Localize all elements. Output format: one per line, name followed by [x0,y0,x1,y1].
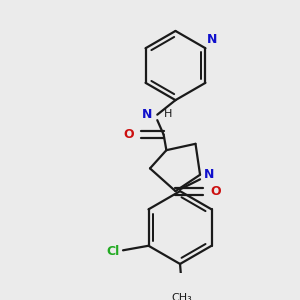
Text: N: N [207,33,218,46]
Text: O: O [210,184,221,198]
Text: N: N [142,108,153,121]
Text: H: H [164,109,172,119]
Text: CH₃: CH₃ [172,293,192,300]
Text: N: N [204,168,214,181]
Text: O: O [123,128,134,141]
Text: Cl: Cl [106,245,119,258]
